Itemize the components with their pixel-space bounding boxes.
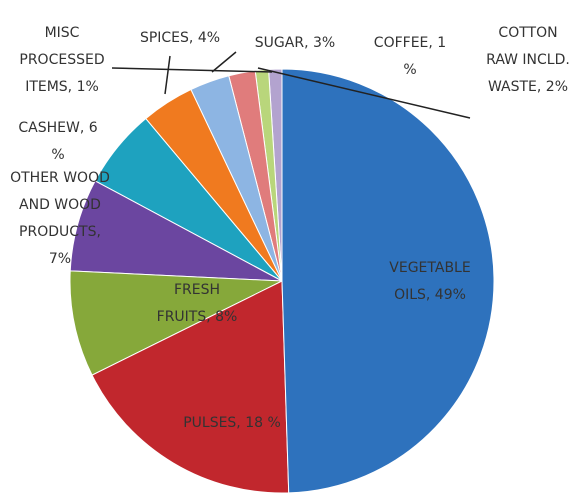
pie-slice bbox=[69, 270, 284, 376]
slice-label: PULSES, 18 % bbox=[183, 415, 281, 431]
slice-label: VEGETABLE OILS, 49% bbox=[389, 260, 471, 303]
leader-line bbox=[111, 67, 273, 73]
pie-slice bbox=[281, 68, 495, 494]
slice-label: SUGAR, 3% bbox=[254, 35, 336, 51]
slice-label: FRESH FRUITS, 8% bbox=[156, 282, 238, 325]
slice-label: COFFEE, 1 % bbox=[373, 35, 447, 78]
slice-label: MISC PROCESSED ITEMS, 1% bbox=[19, 25, 105, 95]
leader-line bbox=[211, 51, 237, 73]
pie-slice bbox=[91, 280, 290, 494]
leader-line bbox=[164, 55, 171, 95]
slice-label: OTHER WOOD AND WOOD PRODUCTS, 7% bbox=[10, 170, 110, 267]
leader-line bbox=[257, 67, 471, 119]
slice-label: SPICES, 4% bbox=[139, 30, 221, 46]
slice-label: CASHEW, 6 % bbox=[18, 120, 98, 163]
slice-label: COTTON RAW INCLD. WASTE, 2% bbox=[486, 25, 570, 95]
